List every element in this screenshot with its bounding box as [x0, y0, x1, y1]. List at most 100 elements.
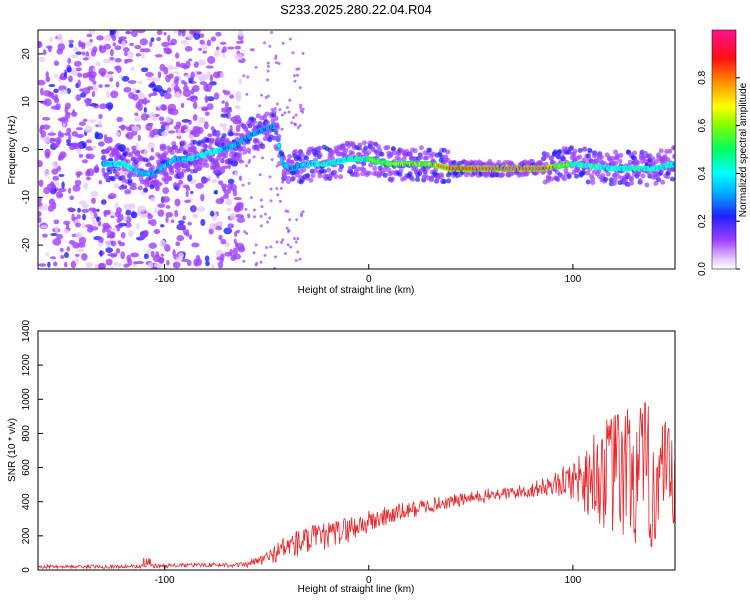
- noise-cell: [184, 128, 192, 133]
- noise-cell: [247, 181, 251, 185]
- ridge-halo: [658, 148, 664, 154]
- noise-cell: [201, 107, 209, 112]
- noise-cell: [65, 223, 70, 229]
- noise-cell: [168, 130, 176, 134]
- noise-cell: [207, 56, 216, 64]
- ridge-halo: [143, 157, 149, 163]
- noise-cell: [280, 127, 284, 131]
- noise-cell: [185, 229, 190, 237]
- noise-cell: [157, 203, 166, 208]
- noise-cell: [135, 101, 141, 110]
- noise-cell: [268, 175, 272, 179]
- noise-cell: [173, 30, 178, 34]
- noise-cell: [215, 198, 224, 205]
- ridge-halo: [637, 178, 643, 184]
- noise-cell: [156, 30, 163, 36]
- noise-cell: [98, 236, 104, 244]
- noise-cell: [193, 32, 201, 40]
- noise-cell: [110, 30, 117, 35]
- noise-cell: [230, 212, 237, 221]
- ridge-halo: [137, 185, 143, 191]
- noise-cell: [115, 65, 122, 74]
- noise-cell: [260, 205, 264, 209]
- noise-cell: [40, 225, 48, 229]
- noise-cell: [240, 39, 244, 43]
- ridge-halo: [391, 150, 397, 156]
- noise-cell: [154, 54, 163, 58]
- noise-cell: [224, 241, 231, 248]
- noise-cell: [47, 132, 57, 136]
- noise-cell: [270, 158, 274, 162]
- noise-cell: [175, 241, 181, 247]
- snr-y-ticks: 0 200 400 600 800 1000 1200 1400: [21, 319, 43, 573]
- noise-cell: [139, 213, 148, 218]
- noise-cell: [67, 75, 73, 83]
- noise-cell: [211, 263, 215, 269]
- noise-cell: [245, 164, 249, 168]
- noise-cell: [251, 48, 255, 52]
- ridge-halo: [433, 167, 439, 173]
- snr-panel: -100 0 100 0 200 400 600 800 1000 1200 1400 Heigh…: [7, 319, 676, 595]
- y-tick-label: 1000: [21, 388, 32, 411]
- noise-cell: [106, 235, 116, 239]
- noise-cell: [130, 211, 138, 219]
- noise-cell: [298, 257, 302, 261]
- noise-cell: [180, 102, 185, 109]
- noise-cell: [38, 205, 46, 211]
- y-tick-label: 10: [21, 96, 32, 108]
- ridge-halo: [204, 162, 210, 168]
- ridge-halo: [310, 173, 316, 179]
- ridge-halo: [305, 173, 311, 179]
- noise-cell: [283, 252, 287, 256]
- noise-cell: [64, 102, 71, 110]
- noise-cell: [56, 233, 63, 240]
- noise-cell: [285, 226, 289, 230]
- ridge-halo: [276, 133, 282, 139]
- noise-cell: [119, 74, 123, 80]
- snr-x-ticks: -100 0 100: [155, 565, 582, 586]
- noise-cell: [273, 107, 277, 111]
- ridge-halo: [264, 120, 270, 126]
- y-tick-label: 0: [21, 567, 32, 573]
- noise-cell: [113, 183, 119, 189]
- ridge-halo: [585, 179, 591, 185]
- x-tick-label: -100: [155, 274, 175, 285]
- noise-cell: [75, 232, 83, 239]
- noise-cell: [167, 107, 173, 115]
- noise-cell: [43, 98, 52, 107]
- noise-cell: [191, 213, 199, 219]
- noise-cell: [293, 123, 297, 127]
- noise-cell: [69, 195, 75, 201]
- noise-cell: [84, 125, 93, 133]
- snr-frame: [37, 330, 676, 571]
- ridge-halo: [169, 150, 175, 156]
- noise-cell: [57, 43, 66, 51]
- noise-cell: [180, 39, 189, 45]
- ridge-halo: [670, 145, 675, 151]
- noise-cell: [129, 203, 136, 211]
- noise-cell: [188, 133, 195, 140]
- noise-cell: [178, 252, 185, 258]
- noise-cell: [134, 45, 142, 50]
- noise-cell: [205, 65, 214, 69]
- ridge-halo: [418, 145, 424, 151]
- noise-cell: [148, 242, 158, 249]
- noise-cell: [167, 34, 171, 43]
- noise-cell: [170, 219, 175, 224]
- noise-cell: [215, 46, 220, 51]
- noise-cell: [182, 215, 186, 221]
- noise-cell: [128, 230, 134, 237]
- noise-cell: [38, 79, 46, 86]
- y-tick-label: 0: [21, 146, 32, 152]
- noise-cell: [153, 228, 161, 235]
- ridge-halo: [167, 176, 173, 182]
- ridge-halo: [398, 168, 404, 174]
- noise-cell: [295, 218, 299, 222]
- noise-cell: [198, 117, 206, 124]
- noise-cell: [165, 205, 171, 209]
- noise-cell: [96, 208, 100, 212]
- noise-cell: [220, 238, 227, 245]
- noise-cell: [143, 107, 147, 113]
- noise-cell: [124, 189, 132, 195]
- ridge-halo: [207, 144, 213, 150]
